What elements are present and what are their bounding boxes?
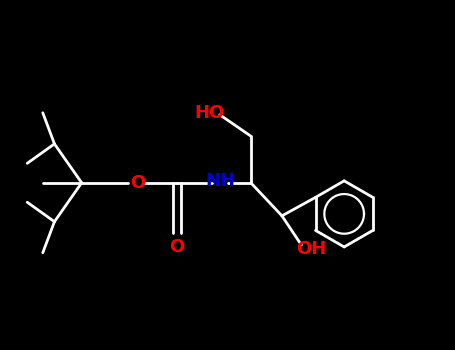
Text: NH: NH	[206, 172, 236, 190]
Text: O: O	[169, 238, 185, 256]
Text: HO: HO	[195, 104, 225, 122]
Text: OH: OH	[296, 240, 326, 258]
Text: O: O	[131, 174, 146, 192]
